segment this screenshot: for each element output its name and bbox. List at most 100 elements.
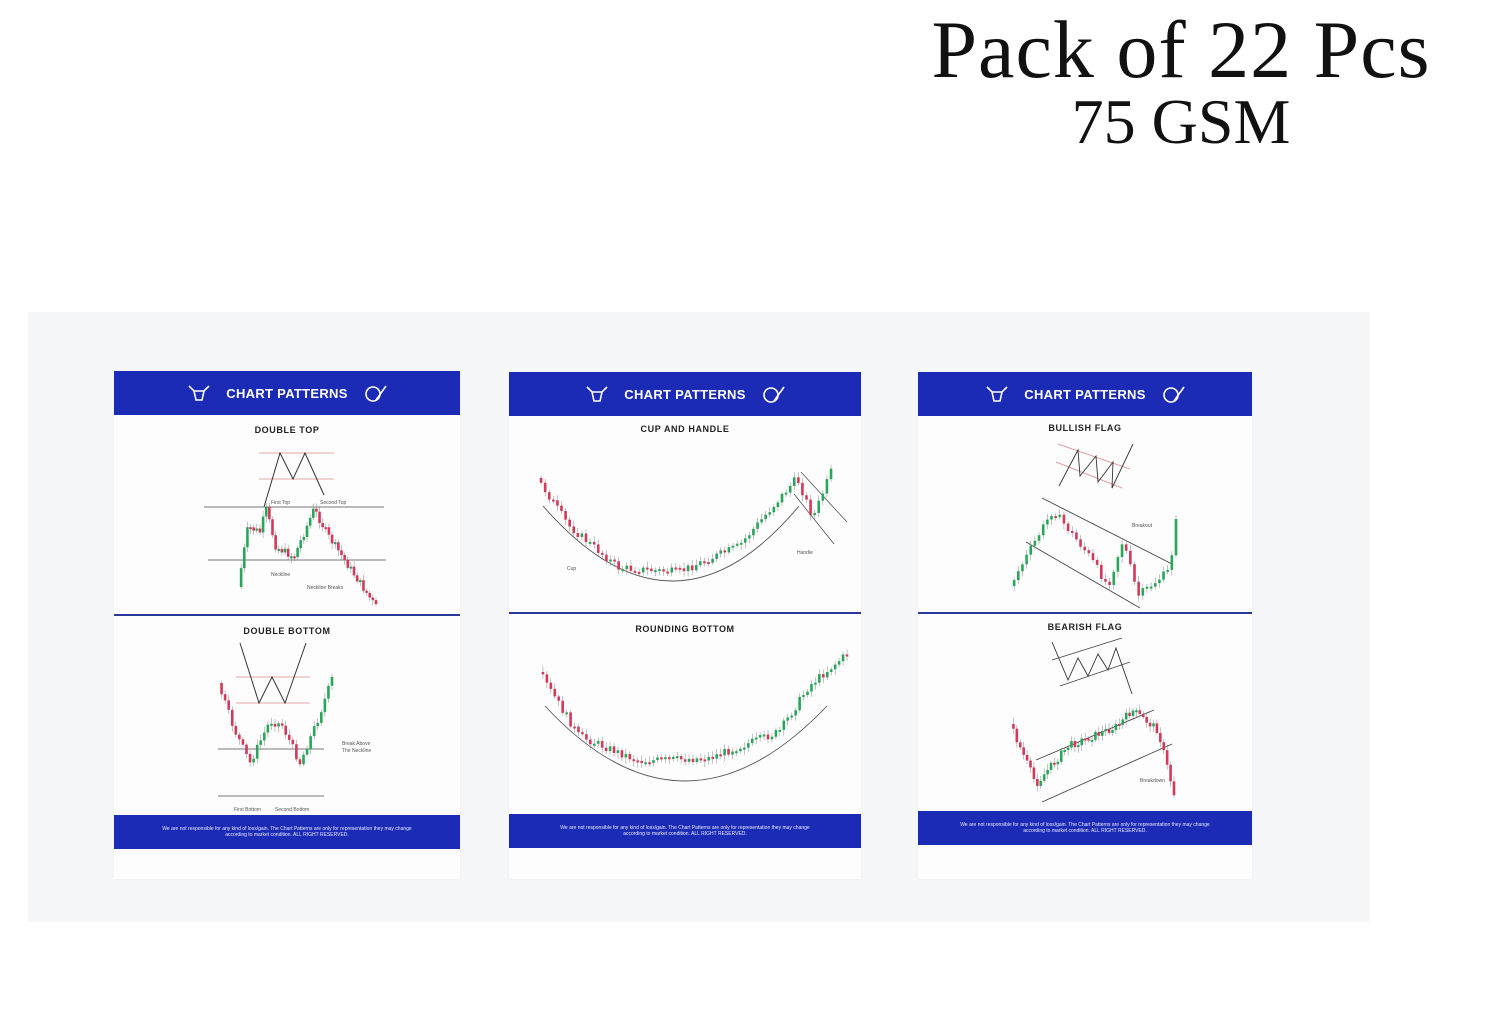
bullish-candle [1037, 535, 1041, 541]
bearish-candle [617, 561, 620, 570]
label-neckline-breaks: Neckline Breaks [307, 585, 344, 591]
bullish-candle [711, 558, 714, 563]
bullish-candle [731, 751, 734, 755]
bearish-candle [1025, 754, 1029, 761]
bearish-candle [1138, 710, 1142, 714]
bullish-candle [739, 542, 743, 545]
bullish-candle [1042, 774, 1046, 781]
bullish-candle [825, 479, 829, 494]
bullish-candle [290, 556, 293, 559]
bullish-candle [837, 661, 841, 665]
section-divider [114, 614, 460, 616]
bearish-candle [645, 567, 649, 570]
bearish-candle [1129, 550, 1132, 565]
bearish-candle [298, 759, 302, 765]
section-title: ROUNDING BOTTOM [635, 624, 735, 634]
bullish-candle [776, 502, 780, 507]
bear-logo-icon [1162, 386, 1185, 403]
bearish-candle [355, 575, 359, 582]
bullish-candle [792, 477, 796, 486]
bullish-flag-chart: Breakout [1012, 443, 1178, 609]
bearish-candle [273, 723, 277, 727]
poster-header: CHART PATTERNS [114, 371, 460, 415]
bullish-candle [565, 712, 568, 715]
section-title: DOUBLE TOP [254, 425, 320, 435]
bullish-candle [746, 743, 750, 748]
bearish-candle [365, 590, 368, 593]
bullish-candle [750, 738, 754, 744]
bullish-candle [739, 748, 742, 752]
label-first-bottom: First Bottom [234, 807, 261, 813]
bearish-candle [1083, 738, 1087, 741]
bullish-candle [609, 559, 612, 562]
bearish-candle [1095, 560, 1099, 565]
paper-weight: 75 GSM [1071, 86, 1291, 157]
bearish-candle [1148, 722, 1152, 727]
section-title: CUP AND HANDLE [640, 424, 730, 434]
bullish-candle [266, 724, 270, 733]
section-divider [918, 612, 1252, 614]
bearish-candle [637, 571, 641, 574]
bullish-candle [1145, 586, 1149, 589]
bearish-candle [699, 758, 703, 761]
bearish-candle [327, 527, 331, 535]
bearish-candle [576, 533, 580, 537]
disclaimer-footer: We are not responsible for any kind of l… [114, 815, 460, 849]
bearish-candle [568, 519, 571, 527]
bullish-candle [299, 540, 303, 548]
bearish-candle [678, 567, 682, 570]
label-first-top: First Top [271, 500, 290, 506]
poster-title: CHART PATTERNS [624, 386, 746, 402]
bullish-candle [255, 528, 259, 531]
bullish-candle [1049, 762, 1053, 770]
bullish-candle [762, 734, 766, 737]
bullish-candle [1012, 580, 1016, 586]
bullish-candle [1059, 750, 1063, 762]
bearish-candle [1104, 578, 1107, 582]
poster-double-patterns: CHART PATTERNS DOUBLE TOP First Top Seco… [114, 371, 460, 879]
bullish-candle [1066, 747, 1070, 751]
bullish-candle [1131, 710, 1135, 717]
bearish-candle [1128, 712, 1131, 717]
bullish-candle [829, 468, 833, 480]
bullish-candle [1174, 519, 1178, 556]
bullish-candle [654, 570, 657, 573]
bearish-candle [613, 559, 616, 562]
bullish-candle [239, 568, 243, 587]
bullish-candle [264, 506, 268, 517]
bearish-candle [556, 500, 559, 506]
bearish-candle [258, 528, 262, 533]
bullish-candle [246, 527, 249, 548]
bearish-candle [1087, 550, 1091, 554]
bullish-candle [1153, 583, 1157, 587]
bearish-flag-chart: Breakdown [1012, 637, 1176, 803]
bullish-candle [261, 516, 265, 533]
bullish-candle [794, 710, 797, 716]
bullish-candle [1104, 729, 1107, 732]
section-title: BULLISH FLAG [1048, 423, 1122, 433]
bullish-candle [625, 565, 629, 570]
bearish-candle [633, 570, 637, 573]
bearish-candle [648, 762, 651, 765]
bull-logo-icon [586, 386, 608, 402]
bullish-candle [330, 677, 334, 686]
bearish-candle [629, 565, 633, 571]
bullish-candle [743, 538, 747, 543]
label-second-bottom: Second Bottom [275, 807, 309, 813]
rounding-bottom-chart [541, 649, 849, 782]
bullish-candle [656, 757, 659, 761]
bearish-candle [352, 566, 356, 576]
bullish-candle [748, 535, 751, 539]
bearish-candle [809, 499, 812, 516]
bearish-candle [1054, 516, 1057, 519]
bearish-candle [1022, 747, 1025, 755]
bullish-candle [760, 519, 763, 523]
bearish-candle [711, 756, 715, 759]
bearish-candle [797, 477, 800, 483]
bullish-candle [798, 696, 801, 711]
bearish-candle [539, 478, 543, 483]
bullish-candle [1162, 571, 1165, 580]
bearish-candle [371, 597, 375, 601]
bearish-candle [707, 562, 710, 565]
bullish-candle [309, 736, 312, 750]
